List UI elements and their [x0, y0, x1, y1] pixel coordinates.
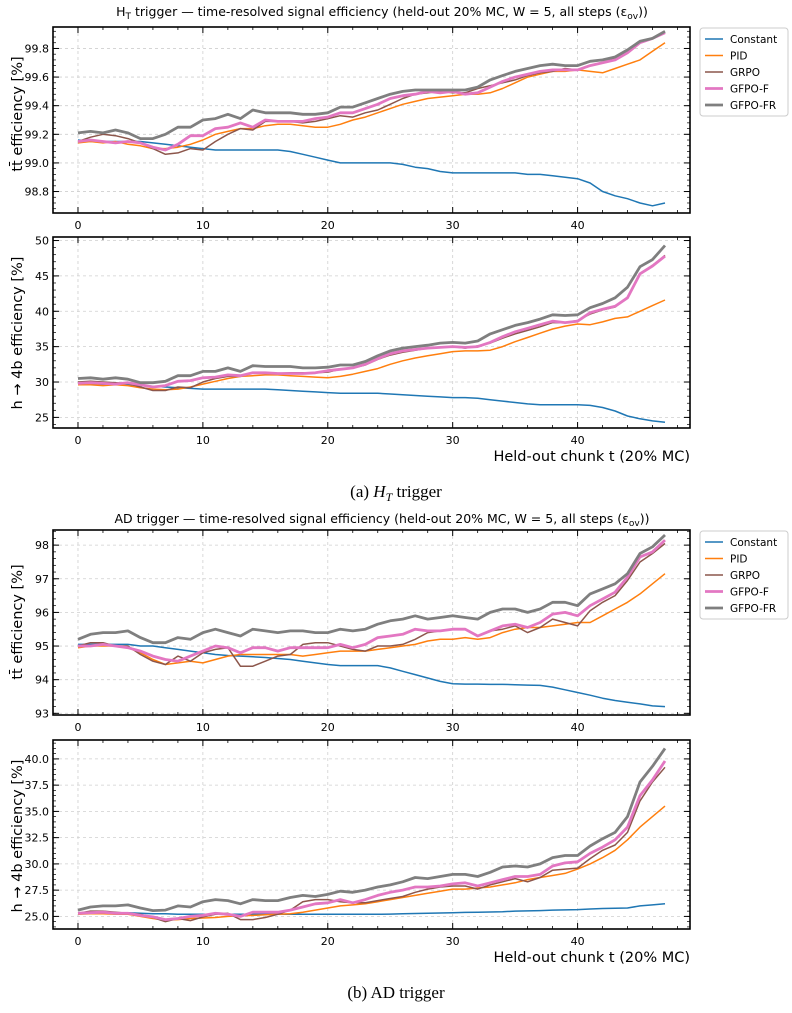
y-tick-label: 95 — [35, 640, 49, 653]
legend-panel-a: Constant PID GRPO GFPO-F GFPO-FR — [699, 27, 789, 117]
y-tick-label: 97 — [35, 573, 49, 586]
legend-box — [699, 530, 789, 620]
y-tick-label: 96 — [35, 606, 49, 619]
panel-b-title: AD trigger — time-resolved signal effici… — [115, 511, 650, 529]
x-tick-label: 40 — [571, 434, 585, 447]
legend-label-gfpo-fr: GFPO-FR — [730, 100, 776, 112]
legend-panel-b: Constant PID GRPO GFPO-F GFPO-FR — [699, 530, 789, 620]
x-tick-label: 40 — [571, 219, 585, 232]
x-tick-label: 20 — [321, 721, 335, 734]
series-line-pid-a-bottom — [78, 299, 666, 391]
series-line-gfpo-fr-b-bottom — [77, 747, 667, 912]
series-line-grpo-b-top — [77, 542, 666, 667]
plot-frame — [52, 26, 691, 214]
legend-box — [699, 27, 789, 117]
series-line-grpo-a-top — [77, 32, 666, 156]
y-tick-label: 25.0 — [25, 910, 50, 923]
y-tick-label: 45 — [35, 270, 49, 283]
y-tick-label: 35.0 — [25, 805, 50, 818]
panel-a-caption: (a) HT trigger — [350, 482, 442, 504]
series-line-pid-b-top — [77, 573, 666, 666]
legend-label-gfpo-f: GFPO-F — [730, 84, 769, 96]
y-tick-label: 30 — [35, 376, 49, 389]
x-tick-label: 20 — [321, 935, 335, 948]
x-tick-label: 0 — [74, 434, 81, 447]
legend-label-gfpo-f: GFPO-F — [730, 587, 769, 599]
panel-a-top-plot: 0 10 20 30 40 98.8 99.0 99.2 99.4 99.6 99.8 — [25, 26, 691, 232]
panel-b-xlabel: Held-out chunk t (20% MC) — [493, 950, 690, 966]
y-tick-label: 94 — [35, 674, 49, 687]
series-line-gfpo-f-b-bottom — [77, 760, 667, 921]
series-line-gfpo-f-b-top — [78, 539, 666, 663]
plot-frame — [52, 529, 691, 716]
y-tick-label: 98 — [35, 539, 49, 552]
legend-label-constant: Constant — [730, 537, 777, 549]
y-tick-label: 27.5 — [25, 884, 50, 897]
x-tick-label: 10 — [196, 721, 210, 734]
panel-b-bottom-ylabel: h → 4b efficiency [%] — [10, 760, 26, 913]
x-tick-label: 30 — [446, 721, 460, 734]
series-line-gfpo-fr-b-top — [77, 533, 666, 645]
legend-label-constant: Constant — [730, 34, 777, 46]
y-tick-label: 40.0 — [25, 753, 50, 766]
series-line-constant-b-top — [78, 643, 666, 708]
x-tick-label: 0 — [74, 219, 81, 232]
y-tick-label: 98.8 — [25, 186, 50, 199]
y-tick-label: 99.2 — [25, 128, 50, 141]
x-tick-label: 20 — [321, 219, 335, 232]
panel-a-title: HT trigger — time-resolved signal effici… — [116, 4, 648, 22]
x-tick-label: 0 — [74, 935, 81, 948]
x-tick-label: 40 — [571, 721, 585, 734]
y-tick-label: 99.6 — [25, 71, 50, 84]
series-line-gfpo-f-a-top — [77, 31, 666, 152]
y-tick-label: 93 — [35, 707, 49, 720]
y-tick-label: 99.8 — [25, 42, 50, 55]
legend-label-gfpo-fr: GFPO-FR — [730, 603, 776, 615]
y-tick-label: 99.4 — [25, 100, 50, 113]
panel-a-bottom-plot: 0 10 20 30 40 25 30 35 40 45 50 — [35, 235, 691, 447]
x-tick-label: 20 — [321, 434, 335, 447]
panel-b-caption: (b) AD trigger — [347, 983, 445, 1002]
x-tick-label: 30 — [446, 219, 460, 232]
x-tick-label: 40 — [571, 935, 585, 948]
x-tick-label: 30 — [446, 935, 460, 948]
panel-a-xlabel: Held-out chunk t (20% MC) — [493, 449, 690, 465]
legend-label-grpo: GRPO — [730, 67, 760, 79]
x-tick-label: 10 — [196, 434, 210, 447]
x-tick-label: 10 — [196, 219, 210, 232]
panel-a-top-ylabel: tt̄ efficiency [%] — [8, 56, 26, 171]
series-line-constant-b-bottom — [77, 903, 666, 916]
panel-a-bottom-ylabel: h → 4b efficiency [%] — [10, 257, 26, 410]
y-tick-label: 99.0 — [25, 157, 50, 170]
x-tick-label: 30 — [446, 434, 460, 447]
legend-label-pid: PID — [730, 51, 748, 63]
legend-label-grpo: GRPO — [730, 570, 760, 582]
plot-frame — [52, 739, 691, 930]
series-line-gfpo-fr-a-top — [77, 30, 666, 141]
x-tick-label: 0 — [74, 721, 81, 734]
panel-b-top-plot: 0 10 20 30 40 93 94 95 96 97 98 — [35, 529, 691, 734]
panel-b-top-ylabel: tt̄ efficiency [%] — [8, 564, 26, 679]
legend-label-pid: PID — [730, 554, 748, 566]
y-tick-label: 35 — [35, 341, 49, 354]
panel-b-bottom-plot: 0 10 20 30 40 25.0 27.5 30.0 32.5 35.0 37.5 40.0 — [25, 739, 691, 948]
y-tick-label: 30.0 — [25, 858, 50, 871]
x-tick-label: 10 — [196, 935, 210, 948]
y-tick-label: 37.5 — [25, 779, 50, 792]
y-tick-label: 25 — [35, 411, 49, 424]
y-tick-label: 32.5 — [25, 832, 50, 845]
y-tick-label: 50 — [35, 235, 49, 248]
plot-frame — [52, 236, 691, 429]
series-line-gfpo-fr-a-bottom — [77, 244, 667, 385]
y-tick-label: 40 — [35, 305, 49, 318]
series-line-gfpo-f-a-bottom — [77, 255, 666, 389]
